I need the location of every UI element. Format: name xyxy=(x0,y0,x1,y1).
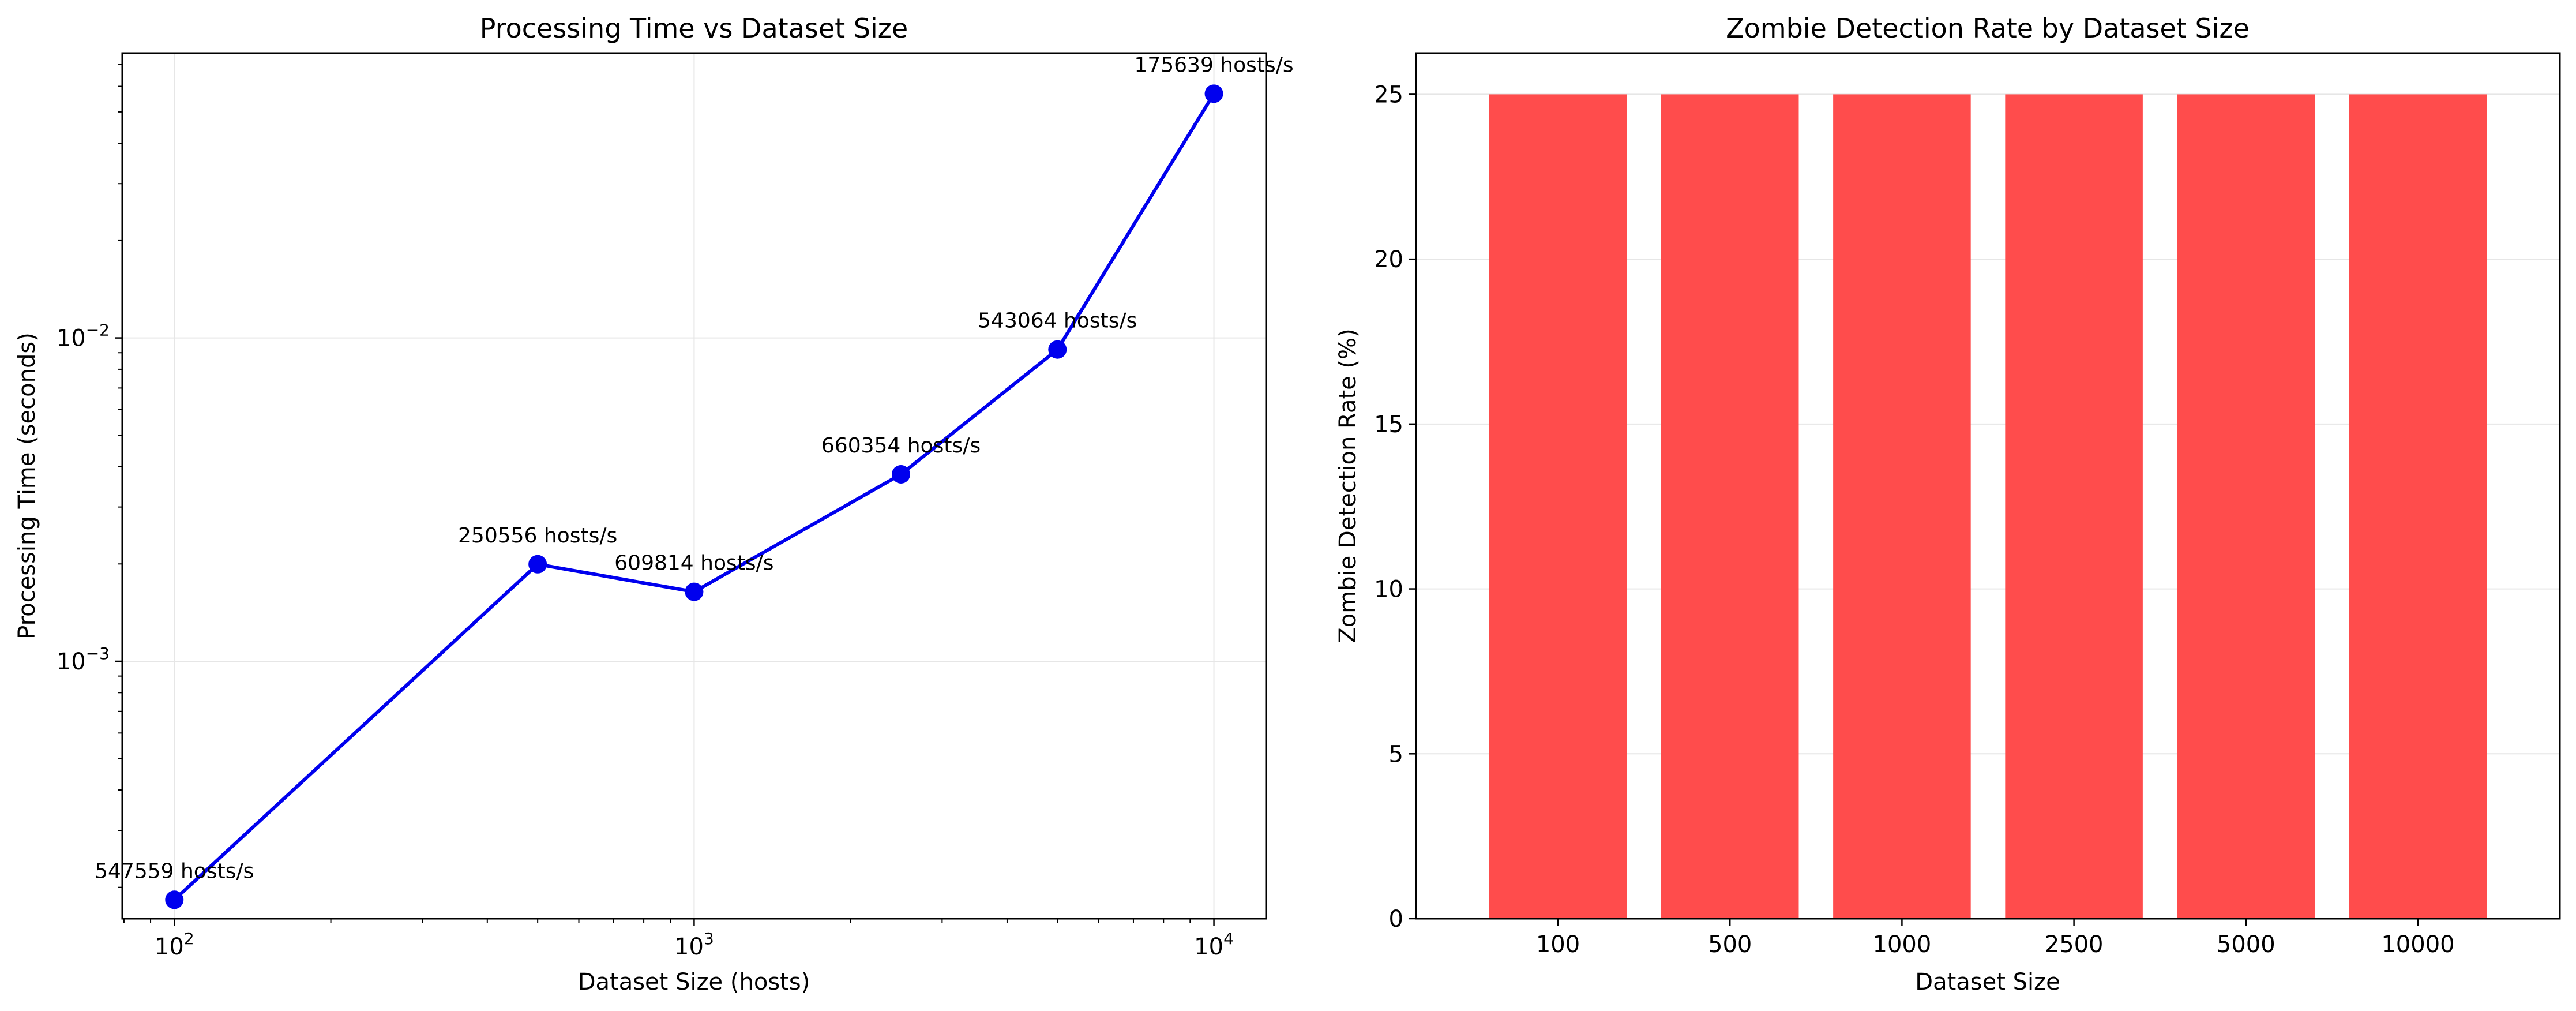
chart1-x-tick-label: 103 xyxy=(674,929,714,960)
chart1-annotation: 250556 hosts/s xyxy=(458,524,617,548)
chart2-bar xyxy=(1489,94,1627,919)
chart1-frame xyxy=(121,52,1267,920)
chart1-minor-ticks xyxy=(118,64,1191,923)
chart1-annotation: 660354 hosts/s xyxy=(821,434,981,458)
chart2-bar xyxy=(2349,94,2487,919)
chart1-data-point xyxy=(685,582,704,601)
chart1-x-tick-label: 104 xyxy=(1194,929,1234,960)
chart1-y-tick-label: 10−2 xyxy=(57,321,110,352)
chart2-x-tick-label: 5000 xyxy=(2217,931,2275,958)
chart1-annotation: 543064 hosts/s xyxy=(978,309,1137,333)
chart1-data-point xyxy=(165,890,184,909)
chart1-y-axis-label: Processing Time (seconds) xyxy=(14,332,40,639)
chart2-bar xyxy=(2005,94,2143,919)
chart2-y-tick-label: 25 xyxy=(1374,81,1403,108)
chart1-annotations: 547559 hosts/s 250556 hosts/s 609814 hosts… xyxy=(95,53,1294,883)
chart1-grid xyxy=(122,53,1266,919)
chart2-x-tick-label: 100 xyxy=(1536,931,1580,958)
chart1-series xyxy=(165,84,1223,909)
chart2-frame xyxy=(1415,52,2561,920)
chart2-x-tick-label: 10000 xyxy=(2381,931,2454,958)
chart2-y-tick-label: 15 xyxy=(1374,411,1403,438)
chart2-y-axis-label: Zombie Detection Rate (%) xyxy=(1335,328,1361,643)
chart1-title: Processing Time vs Dataset Size xyxy=(480,13,908,44)
chart2-x-axis-label: Dataset Size xyxy=(1915,969,2060,995)
chart2-x-tick-label: 1000 xyxy=(1873,931,1932,958)
chart1-y-tick-label: 10−3 xyxy=(57,644,110,675)
chart2-y-tick-label: 0 xyxy=(1389,906,1403,933)
chart1-data-point xyxy=(528,555,547,574)
chart1-series-line xyxy=(173,92,1216,901)
chart2-x-tick-label: 500 xyxy=(1708,931,1752,958)
chart2-bar xyxy=(2177,94,2315,919)
chart1-annotation: 609814 hosts/s xyxy=(614,552,773,575)
chart2-bars xyxy=(1489,94,2487,919)
chart1-x-tick-label: 102 xyxy=(155,929,194,960)
chart1-data-point xyxy=(1204,84,1223,103)
zombie-detection-chart: 0 5 10 15 20 25 100 500 1000 2500 5000 10000 Zombie… xyxy=(1335,13,2561,995)
chart2-y-tick-label: 5 xyxy=(1389,741,1403,767)
chart2-bar xyxy=(1833,94,1971,919)
chart1-annotation: 547559 hosts/s xyxy=(95,859,254,883)
chart1-data-point xyxy=(892,465,911,484)
chart2-y-tick-label: 20 xyxy=(1374,246,1403,273)
processing-time-chart: 102 103 104 10−3 10−2 547559 hosts/s 250556 h… xyxy=(14,13,1294,995)
chart2-bar xyxy=(1661,94,1799,919)
chart2-title: Zombie Detection Rate by Dataset Size xyxy=(1726,13,2250,44)
chart2-y-tick-label: 10 xyxy=(1374,576,1403,603)
chart1-ticks: 102 103 104 10−3 10−2 xyxy=(57,321,1234,960)
chart1-data-point xyxy=(1048,340,1067,359)
chart2-x-tick-label: 2500 xyxy=(2045,931,2104,958)
chart1-x-axis-label: Dataset Size (hosts) xyxy=(578,969,810,995)
chart1-annotation: 175639 hosts/s xyxy=(1134,53,1293,77)
chart2-ticks: 0 5 10 15 20 25 100 500 1000 2500 5000 10000 xyxy=(1374,81,2455,958)
